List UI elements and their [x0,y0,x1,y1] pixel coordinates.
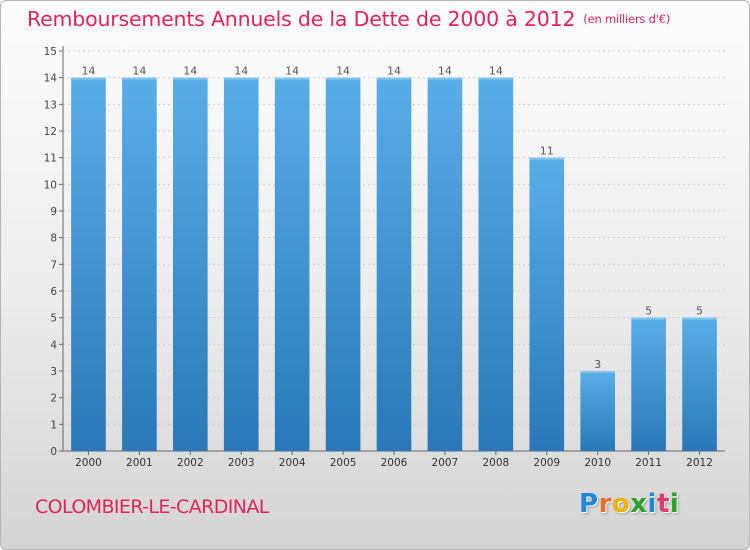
y-tick-label: 7 [50,259,57,271]
bar-highlight [682,317,717,320]
logo-letter: x [630,489,648,519]
logo-letter: t [656,489,670,519]
bar-highlight [478,77,514,80]
bar-2007 [427,77,463,452]
data-label: 5 [696,305,703,318]
data-labels: 14 14 14 14 14 14 14 14 14 11 3 5 5 [81,65,703,371]
bar-highlight [427,77,463,80]
bar-highlight [580,371,616,373]
x-tick-label: 2001 [126,457,153,469]
chart-unit: (en milliers d'€) [583,12,671,26]
bar-highlight [274,77,310,80]
data-label: 14 [234,65,248,78]
bar-highlight [223,77,259,80]
data-label: 14 [132,65,146,78]
bar-2002 [172,77,208,452]
bar-highlight [631,317,666,320]
data-label: 14 [285,65,299,78]
chart-title: Remboursements Annuels de la Dette de 20… [27,7,670,31]
bar-highlight [325,77,361,80]
data-label: 14 [81,65,95,78]
x-tick-label: 2004 [279,457,306,469]
y-tick-label: 15 [44,46,57,58]
x-tick-label: 2006 [381,457,408,469]
y-tick-label: 13 [44,99,57,111]
data-label: 14 [438,65,452,78]
bar-2004 [274,77,310,452]
bar-highlight [122,77,157,80]
bar-highlight [172,77,208,80]
bar-highlight [529,157,565,160]
x-tick-label: 2009 [533,457,560,469]
bar-2005 [325,77,361,452]
bar-2001 [122,77,157,452]
data-label: 14 [183,65,197,78]
y-tick-label: 2 [50,393,57,405]
x-tick-label: 2007 [432,457,459,469]
y-tick-label: 1 [50,419,57,431]
y-tick-label: 12 [44,126,57,138]
x-tick-label: 2012 [686,457,713,469]
x-tick-label: 2002 [177,457,204,469]
data-label: 14 [336,65,350,78]
proxiti-logo: Proxiti [579,489,679,519]
x-tick-label: 2008 [482,457,509,469]
bars [71,77,717,452]
commune-name: COLOMBIER-LE-CARDINAL [35,496,269,518]
bar-2000 [71,77,106,452]
bar-2003 [223,77,259,452]
y-tick-label: 9 [50,206,57,218]
x-tick-label: 2005 [330,457,357,469]
logo-letter: P [579,489,599,519]
data-label: 14 [387,65,401,78]
data-label: 14 [489,65,503,78]
bar-2011 [631,317,666,451]
y-tick-label: 4 [50,339,57,351]
x-tick-label: 2003 [228,457,255,469]
bar-2006 [376,77,412,452]
y-tick-label: 3 [50,366,57,378]
bar-highlight [71,77,106,80]
bar-2010 [580,371,616,451]
data-label: 3 [594,358,601,371]
y-tick-label: 5 [50,313,57,325]
x-tick-label: 2000 [75,457,102,469]
logo-letter: i [669,489,680,519]
y-tick-label: 14 [44,73,58,85]
y-tick-label: 6 [50,286,57,298]
data-label: 5 [645,305,652,318]
logo-letter: r [598,489,612,519]
bar-2009 [529,157,565,451]
x-tick-label: 2010 [584,457,611,469]
bar-2012 [682,317,717,451]
data-label: 11 [540,145,554,158]
y-tick-label: 8 [50,233,57,245]
chart-title-text: Remboursements Annuels de la Dette de 20… [27,7,576,31]
bar-2008 [478,77,514,452]
y-tick-label: 10 [44,179,57,191]
y-tick-label: 0 [50,446,57,458]
logo-letter: o [611,489,631,519]
logo-letter: i [647,489,657,519]
bar-highlight [376,77,412,80]
y-tick-label: 11 [44,153,57,165]
x-tick-label: 2011 [635,457,662,469]
